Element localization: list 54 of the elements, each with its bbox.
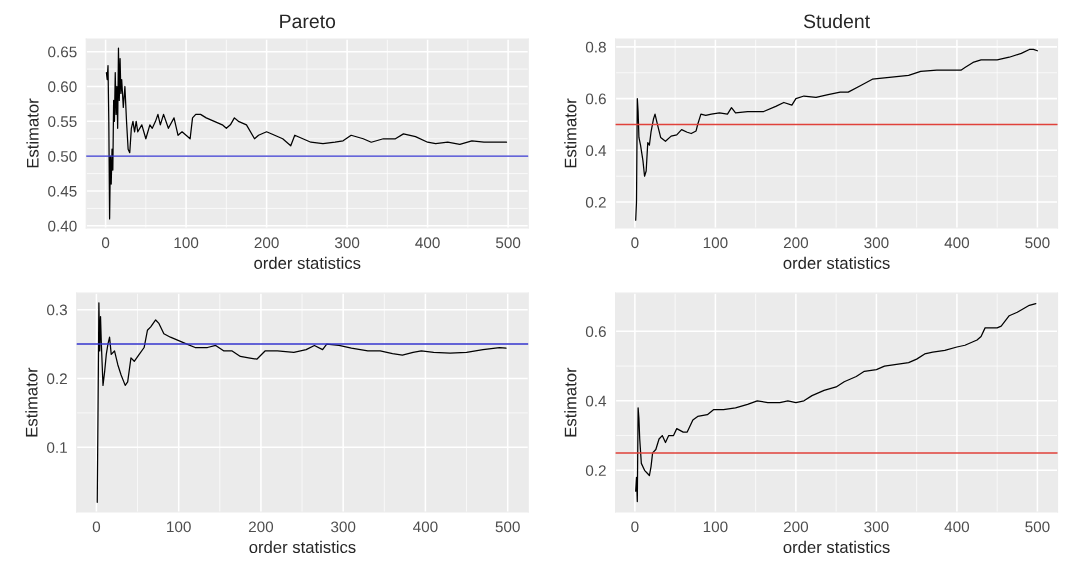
x-tick-label: 0 xyxy=(92,521,101,533)
line-series xyxy=(635,302,1037,503)
chart-title: Student xyxy=(803,13,870,29)
x-tick-label: 400 xyxy=(944,237,970,249)
x-tick-label: 0 xyxy=(631,521,639,533)
y-tick-label: 0.2 xyxy=(585,196,606,208)
line-series xyxy=(105,47,508,220)
x-tick-label: 500 xyxy=(1025,521,1050,533)
x-tick-label: 300 xyxy=(864,521,889,533)
line-series xyxy=(96,302,507,503)
y-tick-label: 0.2 xyxy=(47,373,67,385)
x-tick-label: 300 xyxy=(334,237,360,249)
x-tick-label: 500 xyxy=(495,237,521,249)
x-tick-label: 300 xyxy=(864,237,889,249)
x-tick-label: 400 xyxy=(413,521,438,533)
x-axis-title: order statistics xyxy=(254,256,361,269)
x-tick-label: 400 xyxy=(944,521,970,533)
y-tick-label: 0.1 xyxy=(47,442,67,453)
y-tick-label: 0.2 xyxy=(585,465,606,476)
y-tick-label: 0.3 xyxy=(47,304,67,316)
y-tick-label: 0.45 xyxy=(48,185,77,197)
y-tick-label: 0.55 xyxy=(48,116,77,128)
y-tick-label: 0.8 xyxy=(585,41,606,53)
x-tick-label: 500 xyxy=(1025,237,1050,249)
x-tick-label: 0 xyxy=(631,237,639,249)
y-tick-label: 0.6 xyxy=(585,326,606,338)
x-tick-label: 0 xyxy=(101,237,110,249)
y-tick-label: 0.40 xyxy=(48,220,77,232)
y-tick-label: 0.4 xyxy=(585,145,607,157)
y-axis-title: Estimator xyxy=(564,367,577,437)
y-axis-title: Estimator xyxy=(26,98,39,168)
x-tick-label: 100 xyxy=(174,237,199,249)
line-series xyxy=(635,48,1039,221)
x-tick-label: 200 xyxy=(783,521,809,533)
x-axis-title: order statistics xyxy=(249,540,356,554)
y-tick-label: 0.65 xyxy=(48,46,77,58)
y-tick-label: 0.60 xyxy=(48,81,77,93)
y-axis-title: Estimator xyxy=(25,367,38,437)
x-tick-label: 200 xyxy=(254,237,279,249)
x-tick-label: 300 xyxy=(331,521,356,533)
x-axis-title: order statistics xyxy=(783,540,890,554)
x-tick-label: 500 xyxy=(495,521,520,533)
x-tick-label: 100 xyxy=(703,521,728,533)
y-tick-label: 0.4 xyxy=(585,395,607,407)
x-axis-title: order statistics xyxy=(783,256,890,269)
x-tick-label: 100 xyxy=(167,521,191,533)
x-tick-label: 100 xyxy=(703,237,728,249)
y-tick-label: 0.6 xyxy=(585,93,606,105)
chart-title: Pareto xyxy=(280,14,336,29)
x-tick-label: 200 xyxy=(783,237,809,249)
y-tick-label: 0.50 xyxy=(48,151,77,162)
y-axis-title: Estimator xyxy=(564,98,577,168)
x-tick-label: 400 xyxy=(415,237,440,249)
x-tick-label: 200 xyxy=(248,521,274,533)
